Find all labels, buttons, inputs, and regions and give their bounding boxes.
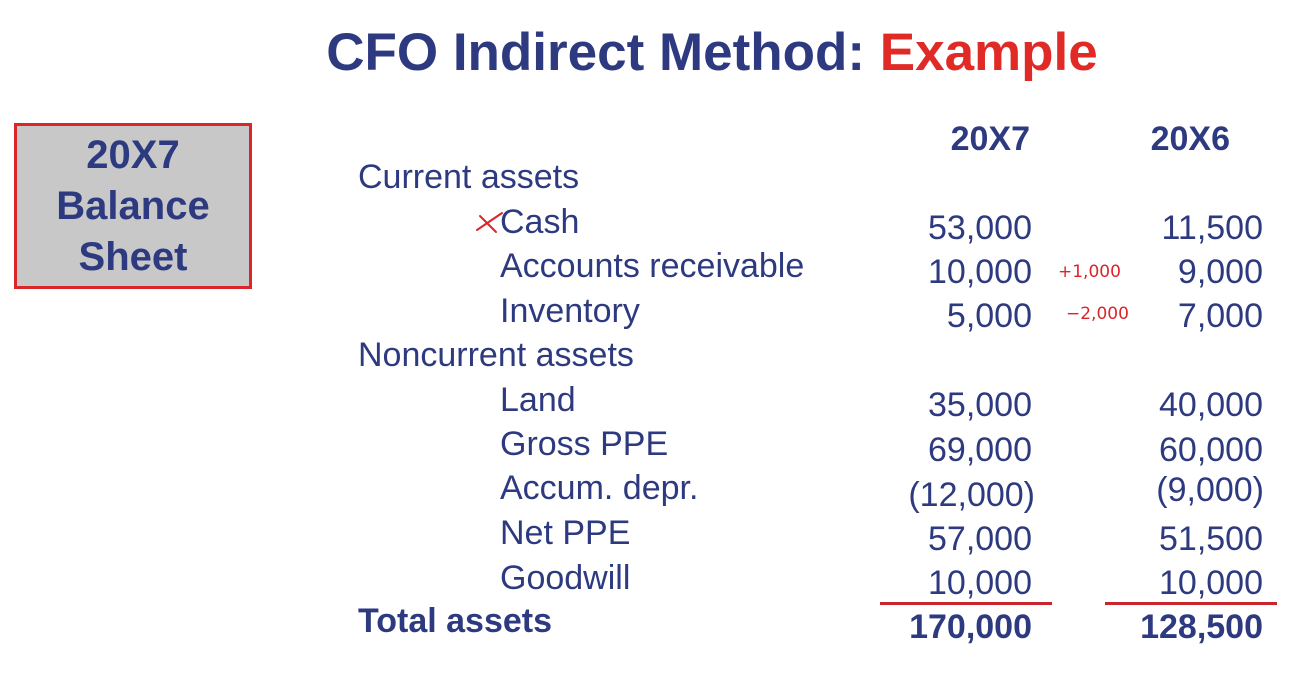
value-net-ppe-20x6: 51,500 — [1159, 520, 1263, 558]
value-inventory-20x6: 7,000 — [1177, 297, 1263, 335]
cash-checkmark-icon — [476, 212, 503, 233]
value-total-20x6: 128,500 — [1140, 608, 1263, 646]
row-label-cash: Cash — [500, 203, 580, 241]
value-cash-20x6: 11,500 — [1161, 209, 1263, 247]
value-accum-depr-20x7: (12,000) — [908, 476, 1035, 514]
value-goodwill-20x7: 10,000 — [928, 564, 1032, 602]
annotation-inventory-change: −2,000 — [1066, 304, 1129, 324]
title-accent: Example — [879, 23, 1098, 82]
value-gross-ppe-20x6: 60,000 — [1159, 431, 1263, 469]
value-cash-20x7: 53,000 — [928, 209, 1032, 247]
row-label-goodwill: Goodwill — [500, 559, 631, 597]
row-label-accum-depr: Accum. depr. — [500, 469, 699, 507]
value-inventory-20x7: 5,000 — [946, 297, 1032, 335]
balance-sheet-badge: 20X7 Balance Sheet — [14, 123, 252, 289]
value-accum-depr-20x6: (9,000) — [1156, 471, 1264, 509]
row-label-accounts-receivable: Accounts receivable — [500, 247, 805, 285]
badge-line-sheet: Sheet — [78, 234, 188, 279]
value-gross-ppe-20x7: 69,000 — [928, 431, 1032, 469]
column-header-20x7: 20X7 — [950, 120, 1030, 158]
row-label-net-ppe: Net PPE — [500, 514, 631, 552]
value-land-20x7: 35,000 — [928, 386, 1032, 424]
badge-year: 20X7 — [86, 132, 180, 177]
title-main: CFO Indirect Method: — [326, 23, 880, 82]
slide-title: CFO Indirect Method: Example — [0, 22, 1304, 83]
total-underline-20x7 — [880, 602, 1052, 605]
value-ar-20x6: 9,000 — [1177, 253, 1263, 291]
row-label-inventory: Inventory — [500, 292, 640, 330]
column-header-20x6: 20X6 — [1150, 120, 1230, 158]
annotation-ar-change: +1,000 — [1058, 262, 1121, 282]
row-label-land: Land — [500, 381, 576, 419]
row-label-total-assets: Total assets — [358, 602, 553, 640]
value-ar-20x7: 10,000 — [928, 253, 1032, 291]
total-underline-20x6 — [1105, 602, 1277, 605]
section-current-assets: Current assets — [358, 158, 580, 196]
value-net-ppe-20x7: 57,000 — [928, 520, 1032, 558]
row-label-gross-ppe: Gross PPE — [500, 425, 669, 463]
badge-line-balance: Balance — [56, 183, 210, 228]
section-noncurrent-assets: Noncurrent assets — [358, 336, 634, 374]
value-total-20x7: 170,000 — [909, 608, 1032, 646]
value-goodwill-20x6: 10,000 — [1159, 564, 1263, 602]
value-land-20x6: 40,000 — [1159, 386, 1263, 424]
